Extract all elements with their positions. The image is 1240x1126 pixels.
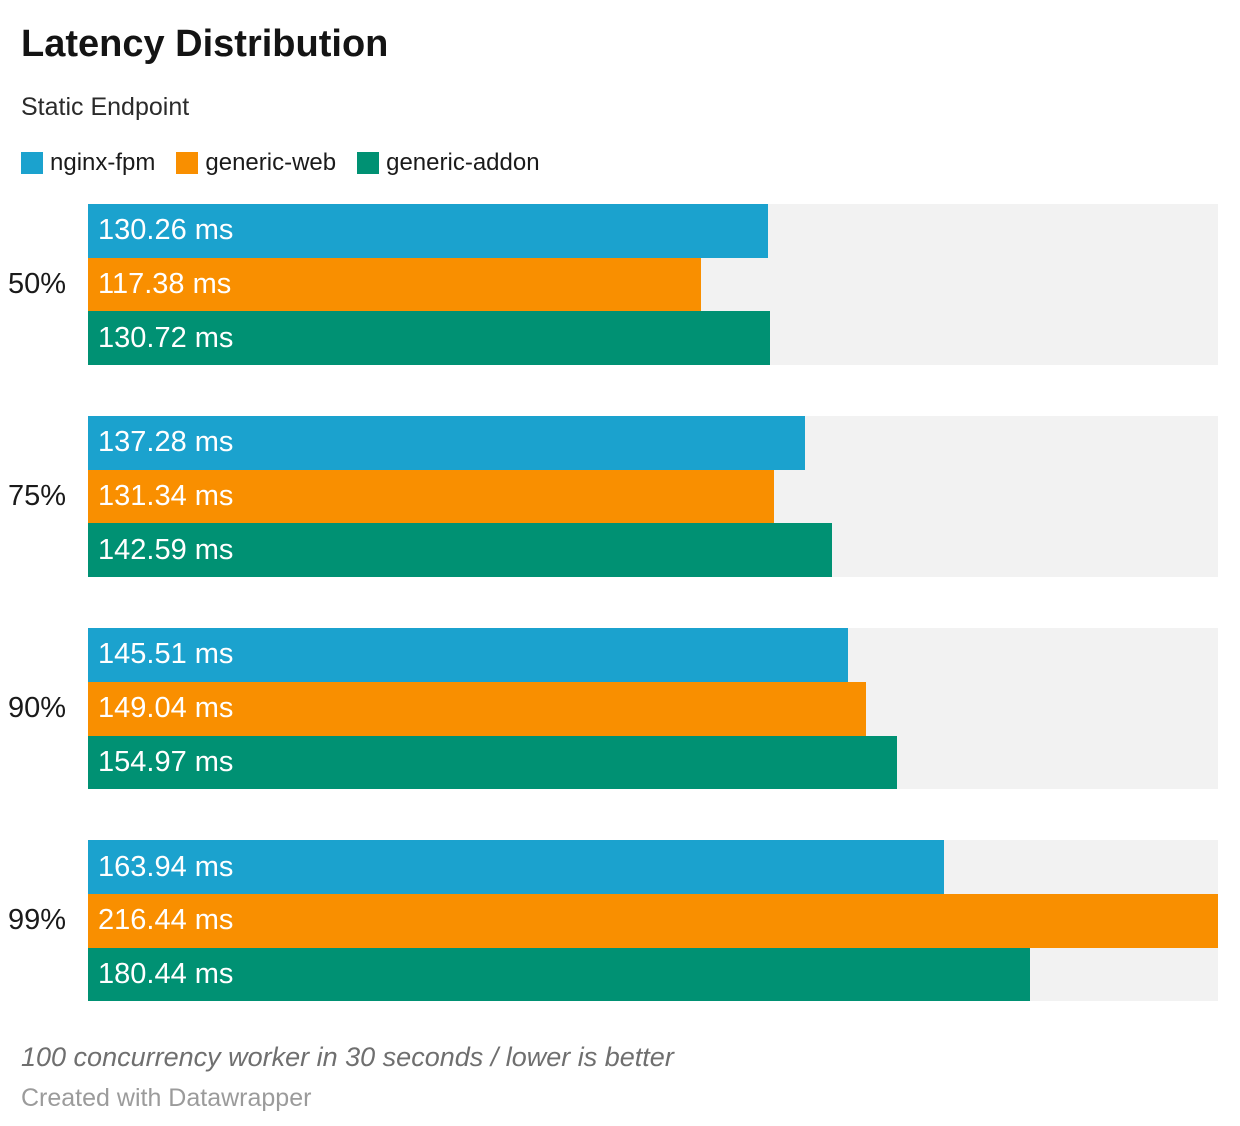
bar-value-label: 145.51 ms bbox=[98, 638, 234, 671]
bar-generic-addon: 130.72 ms bbox=[88, 311, 771, 366]
legend-item-label: generic-web bbox=[205, 149, 337, 176]
bar-track: 137.28 ms bbox=[88, 416, 1218, 470]
category-label: 99% bbox=[7, 904, 66, 937]
bar-track: 131.34 ms bbox=[88, 469, 1218, 524]
grouped-bar-chart: 50% 130.26 ms 117.38 ms 130.72 ms 75% 137.28 … bbox=[7, 204, 1218, 1002]
bar-value-label: 216.44 ms bbox=[98, 904, 234, 937]
bar-track: 142.59 ms bbox=[88, 523, 1218, 578]
legend-item-label: nginx-fpm bbox=[50, 149, 156, 176]
bar-value-label: 137.28 ms bbox=[98, 426, 234, 459]
legend-swatch-icon bbox=[357, 152, 380, 174]
legend-item-label: generic-addon bbox=[386, 149, 540, 176]
bar-generic-addon: 142.59 ms bbox=[88, 523, 833, 578]
bar-generic-web: 117.38 ms bbox=[88, 257, 701, 312]
category-label: 75% bbox=[7, 480, 66, 513]
bar-track: 130.26 ms bbox=[88, 204, 1218, 258]
bar-value-label: 154.97 ms bbox=[98, 745, 234, 778]
bar-nginx-fpm: 130.26 ms bbox=[88, 204, 769, 258]
chart-title: Latency Distribution bbox=[21, 23, 389, 65]
bar-group-50%: 50% 130.26 ms 117.38 ms 130.72 ms bbox=[7, 204, 1218, 366]
category-label: 50% bbox=[7, 268, 66, 301]
bar-track: 130.72 ms bbox=[88, 311, 1218, 366]
footer-note: 100 concurrency worker in 30 seconds / l… bbox=[21, 1042, 674, 1073]
bar-generic-web: 149.04 ms bbox=[88, 681, 867, 736]
bar-value-label: 130.26 ms bbox=[98, 214, 234, 247]
bar-generic-addon: 180.44 ms bbox=[88, 947, 1031, 1002]
bar-nginx-fpm: 145.51 ms bbox=[88, 628, 848, 682]
bar-group-rows: 137.28 ms 131.34 ms 142.59 ms bbox=[88, 416, 1218, 578]
bar-group-rows: 163.94 ms 216.44 ms 180.44 ms bbox=[88, 840, 1218, 1002]
legend-swatch-icon bbox=[176, 152, 199, 174]
bar-group-rows: 130.26 ms 117.38 ms 130.72 ms bbox=[88, 204, 1218, 366]
bar-nginx-fpm: 137.28 ms bbox=[88, 416, 805, 470]
bar-group-rows: 145.51 ms 149.04 ms 154.97 ms bbox=[88, 628, 1218, 790]
bar-value-label: 117.38 ms bbox=[98, 268, 232, 301]
bar-value-label: 142.59 ms bbox=[98, 533, 234, 566]
bar-track: 216.44 ms bbox=[88, 893, 1218, 948]
bar-track: 117.38 ms bbox=[88, 257, 1218, 312]
category-label: 90% bbox=[7, 692, 66, 725]
bar-track: 145.51 ms bbox=[88, 628, 1218, 682]
legend-swatch-icon bbox=[21, 152, 43, 174]
bar-track: 180.44 ms bbox=[88, 947, 1218, 1002]
legend-item-generic-addon: generic-addon bbox=[357, 149, 540, 176]
bar-group-75%: 75% 137.28 ms 131.34 ms 142.59 ms bbox=[7, 416, 1218, 578]
bar-track: 149.04 ms bbox=[88, 681, 1218, 736]
legend-item-generic-web: generic-web bbox=[176, 150, 336, 176]
bar-generic-web: 131.34 ms bbox=[88, 469, 774, 524]
bar-value-label: 131.34 ms bbox=[98, 480, 234, 513]
bar-nginx-fpm: 163.94 ms bbox=[88, 840, 944, 894]
datawrapper-attribution-link[interactable]: Created with Datawrapper bbox=[21, 1084, 312, 1113]
bar-value-label: 163.94 ms bbox=[98, 850, 234, 883]
bar-generic-web: 216.44 ms bbox=[88, 893, 1218, 948]
bar-track: 163.94 ms bbox=[88, 840, 1218, 894]
bar-value-label: 130.72 ms bbox=[98, 321, 234, 354]
legend-item-nginx-fpm: nginx-fpm bbox=[21, 150, 155, 176]
bar-group-90%: 90% 145.51 ms 149.04 ms 154.97 ms bbox=[7, 628, 1218, 790]
bar-value-label: 180.44 ms bbox=[98, 957, 234, 990]
legend: nginx-fpm generic-web generic-addon bbox=[21, 150, 1218, 176]
chart-subtitle: Static Endpoint bbox=[21, 93, 190, 121]
bar-track: 154.97 ms bbox=[88, 735, 1218, 790]
bar-group-99%: 99% 163.94 ms 216.44 ms 180.44 ms bbox=[7, 840, 1218, 1002]
bar-value-label: 149.04 ms bbox=[98, 692, 234, 725]
bar-generic-addon: 154.97 ms bbox=[88, 735, 898, 790]
